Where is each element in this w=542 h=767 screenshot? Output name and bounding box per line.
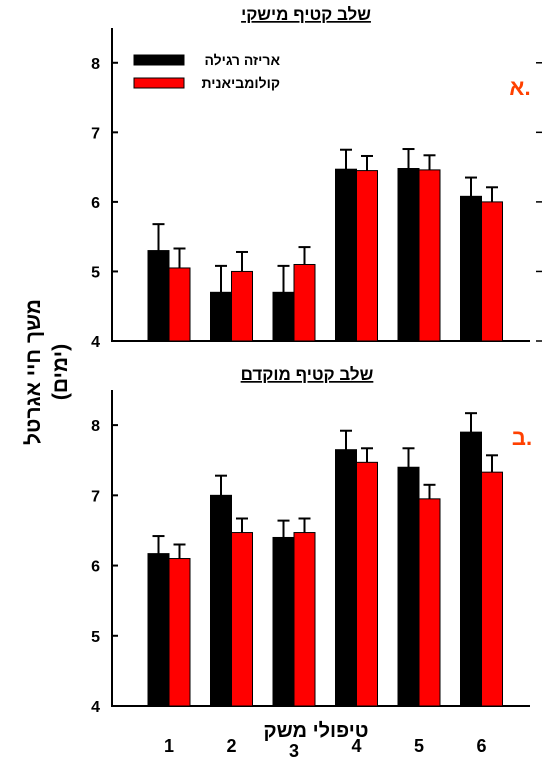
panel-a-bar-series-2 xyxy=(231,270,253,342)
legend: אריזה רגילה קולומביאנית xyxy=(133,52,280,91)
panel-b-x-tick-label: 3 xyxy=(289,741,299,761)
panel-b-plot: 4 5 6 7 8 1 2 3 4 5 6 xyxy=(91,390,530,761)
panel-a-bar-series-1 xyxy=(210,291,232,342)
panel-b-y-tick-label: 7 xyxy=(91,488,100,505)
legend-label-series-2: קולומביאנית xyxy=(201,75,280,91)
panel-b-y-tick-label: 4 xyxy=(91,699,100,716)
panel-a-plot: 4 5 6 7 8 xyxy=(91,28,542,351)
panel-b-x-tick-label: 5 xyxy=(414,736,424,756)
panel-a-bar-series-2 xyxy=(481,201,503,342)
panel-b-x-tick-label: 4 xyxy=(351,736,361,756)
y-axis-label-group: משך חיי אגרטל (ימים) xyxy=(22,299,72,445)
panel-b-x-tick-label: 6 xyxy=(476,736,486,756)
panel-a-bar-series-1 xyxy=(397,168,420,342)
panel-b-y-tick-label: 6 xyxy=(91,559,100,576)
legend-swatch-series-1 xyxy=(133,54,185,66)
panel-a-bar-series-2 xyxy=(293,263,316,342)
panel-b-y-tick-label: 5 xyxy=(91,629,100,646)
panel-a-y-tick-label: 6 xyxy=(91,195,100,212)
y-axis-label-line1: משך חיי אגרטל xyxy=(22,299,45,445)
panel-b-bar-series-2 xyxy=(418,498,441,707)
panel-b-bar-series-1 xyxy=(335,449,357,707)
panel-b-title: שלב קטיף מוקדם xyxy=(241,365,374,384)
panel-a-bar-series-1 xyxy=(147,250,170,342)
panel-a-y-tick-label: 4 xyxy=(91,334,100,351)
legend-label-series-1: אריזה רגילה xyxy=(204,52,280,68)
panel-a-y-tick-label: 7 xyxy=(91,125,100,142)
panel-b-bar-series-1 xyxy=(147,553,170,707)
panel-b-bar-series-1 xyxy=(460,431,482,707)
panel-b-bar-series-2 xyxy=(481,471,503,707)
panel-a-bar-series-2 xyxy=(356,170,378,342)
panel-b-x-tick-label: 2 xyxy=(226,736,236,756)
panel-a-bar-series-2 xyxy=(168,267,191,342)
y-axis-label-line2: (ימים) xyxy=(49,344,72,400)
panel-b-y-tick-label: 8 xyxy=(91,418,100,435)
panel-a-bar-series-2 xyxy=(418,169,441,342)
panel-b-bar-series-2 xyxy=(231,532,253,707)
panel-b-letter: ב. xyxy=(512,425,532,450)
panel-a-y-tick-label: 5 xyxy=(91,264,100,281)
panel-b-bar-series-1 xyxy=(210,494,232,707)
panel-b-bar-series-2 xyxy=(293,532,316,707)
panel-b-bar-series-2 xyxy=(168,558,191,707)
panel-b-bar-series-1 xyxy=(272,536,295,707)
legend-swatch-series-2 xyxy=(133,77,185,89)
panel-a-letter: א. xyxy=(509,75,530,100)
panel-a-bar-series-1 xyxy=(272,291,295,342)
panel-a-bar-series-1 xyxy=(460,195,482,342)
panel-b-x-tick-label: 1 xyxy=(164,736,174,756)
panel-a-bar-series-1 xyxy=(335,168,357,342)
panel-a-y-tick-label: 8 xyxy=(91,56,100,73)
panel-b-bar-series-2 xyxy=(356,461,378,707)
panel-a-title: שלב קטיף מישקי xyxy=(241,5,371,24)
panel-b-bar-series-1 xyxy=(397,466,420,707)
x-axis-label: טיפולי משק xyxy=(264,720,369,742)
